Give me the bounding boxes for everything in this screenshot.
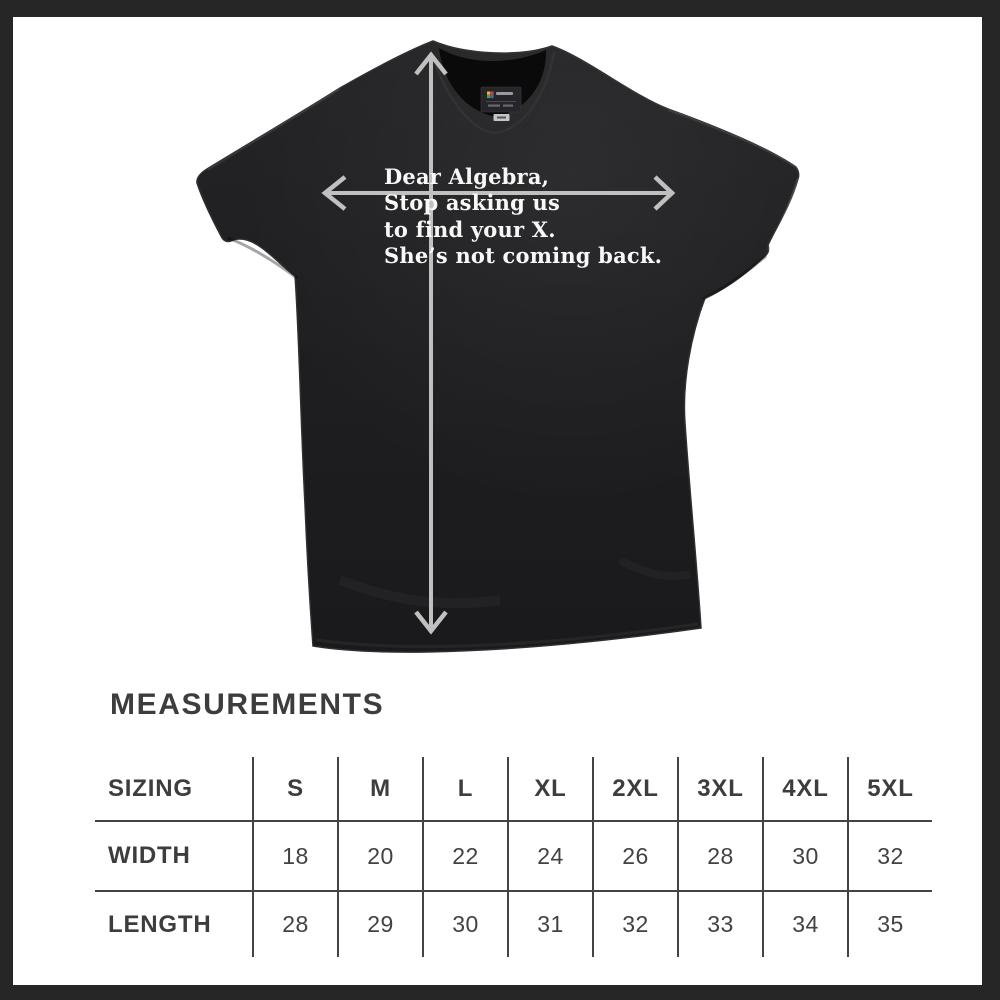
table-header-sizing: SIZING xyxy=(108,774,193,802)
table-row-label-length: LENGTH xyxy=(95,890,252,957)
measurements-heading: MEASUREMENTS xyxy=(110,688,385,721)
length-arrow-icon xyxy=(414,51,448,635)
table-header-cell: L xyxy=(422,757,507,820)
table-header-cell: XL xyxy=(507,757,592,820)
table-header-cell: 4XL xyxy=(762,757,847,820)
table-cell: 18 xyxy=(252,820,337,890)
underarm-crease-right xyxy=(702,254,767,301)
table-cell: 28 xyxy=(677,820,762,890)
width-arrow-icon xyxy=(321,175,676,211)
table-cell: 31 xyxy=(507,890,592,957)
table-cell: 20 xyxy=(337,820,422,890)
table-cell: 33 xyxy=(677,890,762,957)
table-cell: 30 xyxy=(422,890,507,957)
table-cell: 28 xyxy=(252,890,337,957)
table-cell: 29 xyxy=(337,890,422,957)
table-header-cell: M xyxy=(337,757,422,820)
table-cell: 32 xyxy=(847,820,932,890)
table-cell: 24 xyxy=(507,820,592,890)
brand-logo-icon xyxy=(487,91,494,99)
print-line: Stop asking us xyxy=(384,190,560,216)
table-cell: 30 xyxy=(762,820,847,890)
table-header-cell: 2XL xyxy=(592,757,677,820)
table-cell: 26 xyxy=(592,820,677,890)
size-table: SIZING S M L XL 2XL 3XL 4XL 5XL WIDTH 18… xyxy=(95,757,932,957)
print-line: to find your X. xyxy=(384,216,556,242)
table-cell: 34 xyxy=(762,890,847,957)
table-row-label-width: WIDTH xyxy=(95,820,252,890)
underarm-crease-left xyxy=(227,236,298,280)
table-header-cell: 5XL xyxy=(847,757,932,820)
table-cell: 32 xyxy=(592,890,677,957)
table-cell: 22 xyxy=(422,820,507,890)
table-header-cell: 3XL xyxy=(677,757,762,820)
size-sticker xyxy=(493,114,510,121)
table-cell: 35 xyxy=(847,890,932,957)
print-line: Dear Algebra, xyxy=(384,164,550,189)
table-header-cell: S xyxy=(252,757,337,820)
shirt-print-text: Dear Algebra, Stop asking us to find you… xyxy=(384,164,662,270)
brand-tag xyxy=(480,86,522,121)
print-line: She’s not coming back. xyxy=(384,243,663,269)
